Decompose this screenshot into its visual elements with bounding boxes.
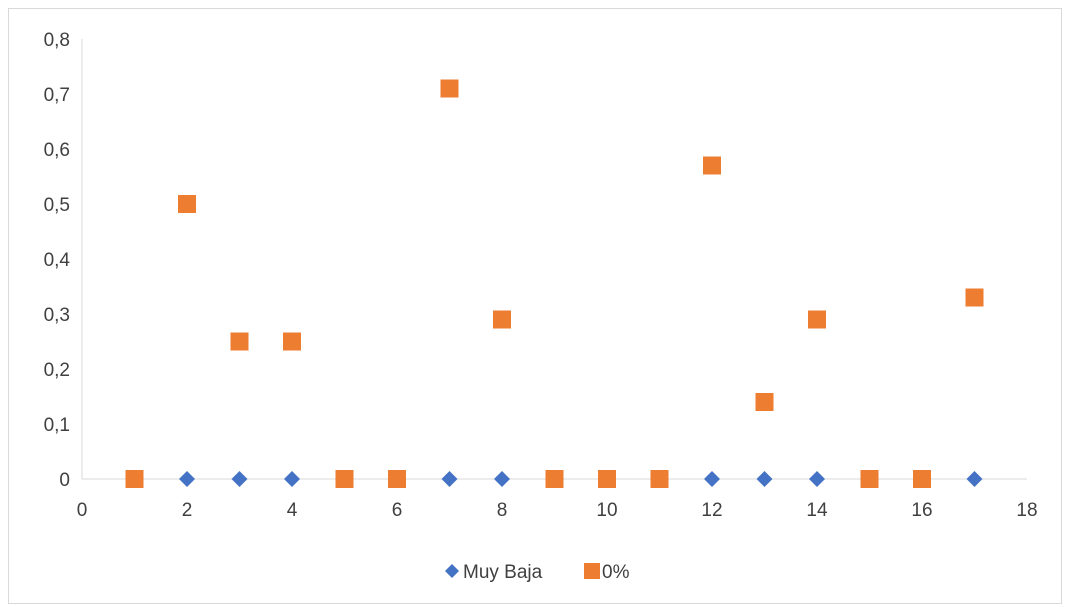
point-0-percent [965, 288, 984, 307]
point-muy-baja [966, 471, 983, 487]
point-0-percent [703, 156, 721, 175]
y-tick-label: 0,5 [44, 195, 70, 216]
point-muy-baja [284, 471, 300, 487]
legend-marker-0-percent [584, 563, 600, 579]
point-0-percent [545, 470, 564, 488]
point-0-percent [860, 470, 879, 488]
legend-label-0-percent: 0% [602, 562, 630, 583]
point-0-percent [650, 470, 669, 488]
point-0-percent [283, 332, 301, 351]
point-0-percent [335, 470, 354, 488]
scatter-chart: 0 0,1 0,2 0,3 0,4 0,5 0,6 0,7 0,8 0 2 4 6 8 10 12 14 16 1… [44, 30, 1038, 583]
point-0-percent [178, 195, 196, 213]
x-tick-label: 6 [392, 500, 403, 521]
x-tick-label: 0 [77, 500, 88, 521]
point-muy-baja [756, 471, 773, 487]
point-muy-baja [231, 471, 248, 487]
x-tick-label: 8 [497, 500, 508, 521]
y-tick-label: 0,4 [44, 250, 71, 271]
point-muy-baja [179, 471, 195, 487]
legend-marker-muy-baja [445, 564, 459, 578]
point-0-percent [388, 470, 406, 488]
x-axis-ticks: 0 2 4 6 8 10 12 14 16 18 [77, 500, 1038, 521]
legend: Muy Baja 0% [445, 562, 630, 583]
y-tick-label: 0,6 [44, 140, 70, 161]
point-0-percent [808, 310, 826, 329]
y-tick-label: 0,8 [44, 30, 70, 51]
y-tick-label: 0,7 [44, 85, 70, 106]
point-0-percent [598, 470, 616, 488]
point-0-percent [913, 470, 931, 488]
x-tick-label: 12 [701, 500, 722, 521]
y-tick-label: 0,1 [44, 415, 70, 436]
point-0-percent [755, 393, 774, 411]
point-0-percent [440, 79, 459, 98]
x-tick-label: 16 [911, 500, 932, 521]
point-muy-baja [704, 471, 720, 487]
point-0-percent [493, 310, 511, 329]
y-tick-label: 0,2 [44, 360, 70, 381]
point-muy-baja [809, 471, 825, 487]
legend-label-muy-baja: Muy Baja [463, 562, 543, 583]
y-axis-ticks: 0 0,1 0,2 0,3 0,4 0,5 0,6 0,7 0,8 [44, 30, 71, 491]
chart-area: 0 0,1 0,2 0,3 0,4 0,5 0,6 0,7 0,8 0 2 4 6 8 10 12 14 16 1… [8, 8, 1062, 604]
x-tick-label: 4 [287, 500, 298, 521]
y-tick-label: 0,3 [44, 305, 70, 326]
data-points [125, 79, 984, 488]
x-tick-label: 14 [806, 500, 828, 521]
point-muy-baja [441, 471, 458, 487]
point-0-percent [230, 332, 249, 351]
x-tick-label: 18 [1016, 500, 1037, 521]
x-tick-label: 10 [596, 500, 617, 521]
y-tick-label: 0 [59, 470, 70, 491]
x-tick-label: 2 [182, 500, 193, 521]
point-0-percent [125, 470, 144, 488]
point-muy-baja [494, 471, 510, 487]
